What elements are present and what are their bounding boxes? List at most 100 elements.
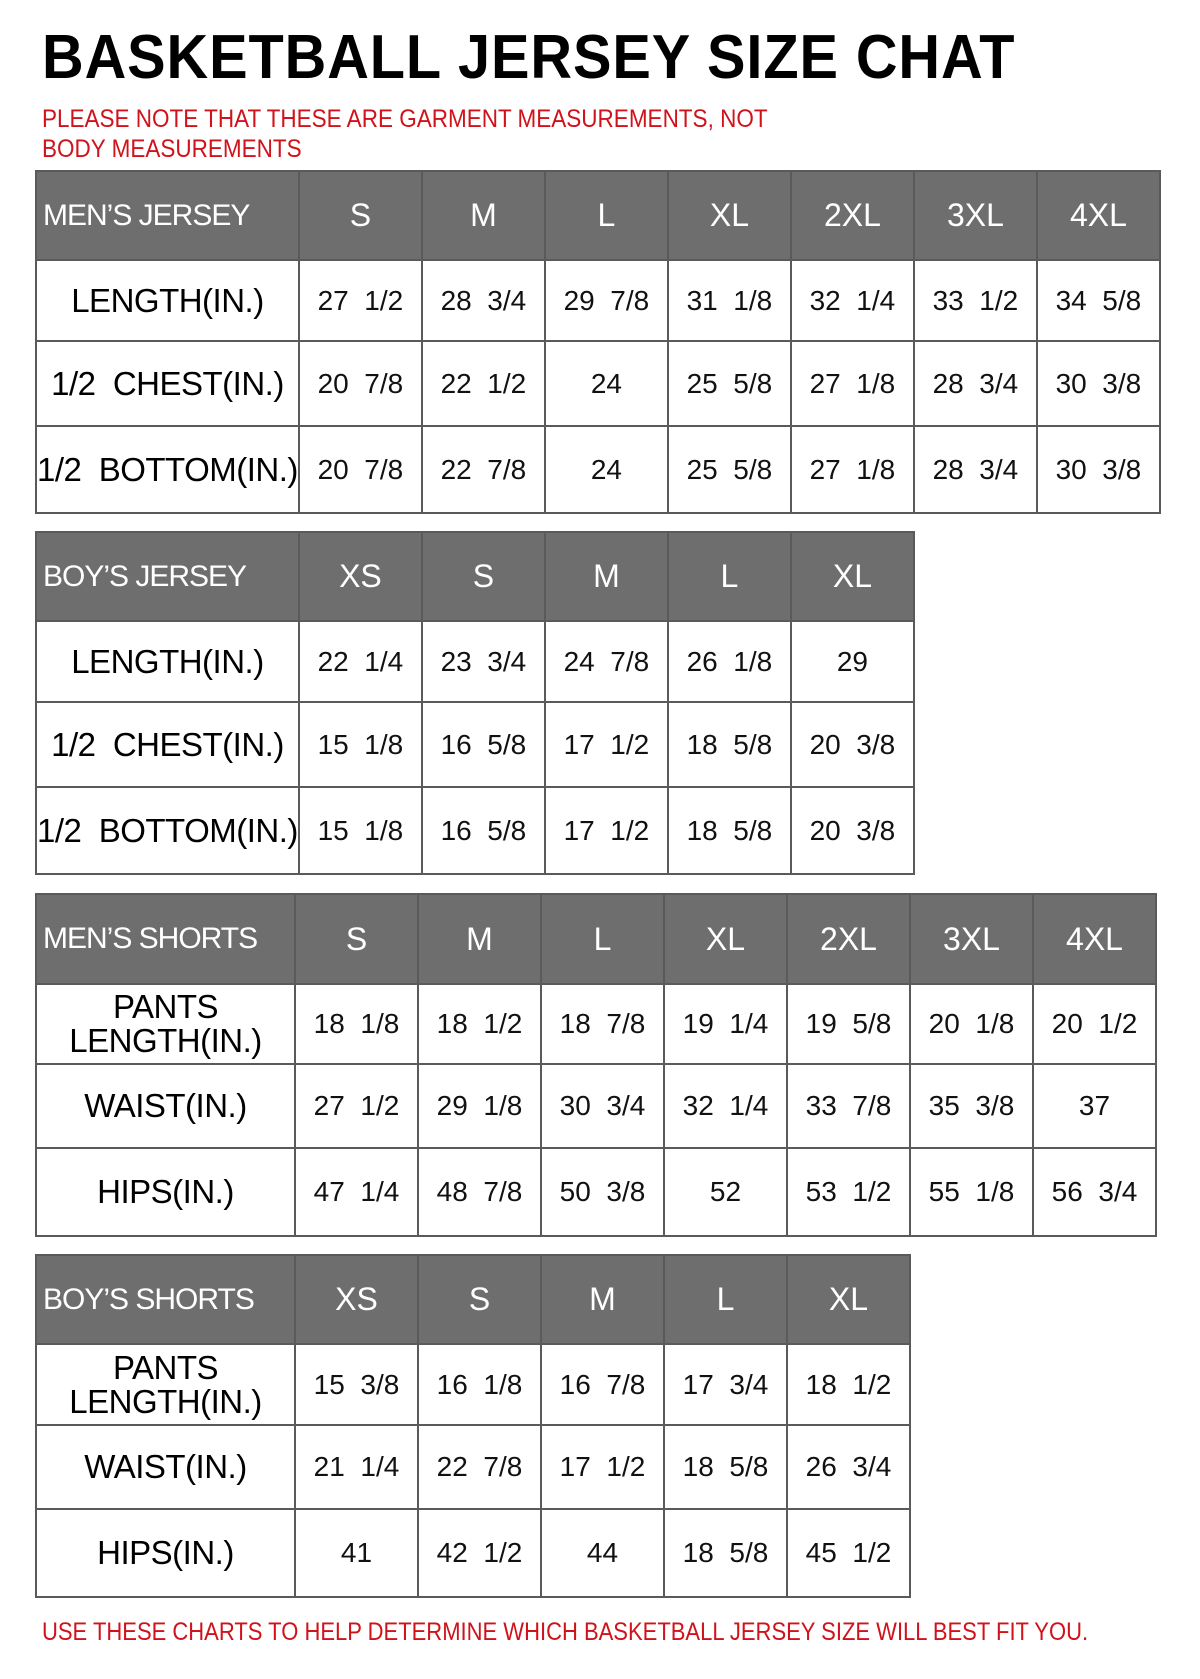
measurement-cell: 33 7/8	[786, 1063, 911, 1149]
measurement-cell: 19 1/4	[663, 983, 788, 1065]
measurement-cell: 52	[663, 1147, 788, 1237]
measurement-cell: 18 5/8	[663, 1508, 788, 1598]
measurement-cell: 31 1/8	[666, 259, 792, 342]
measurement-cell: 18 5/8	[666, 701, 792, 788]
garment-note: PLEASE NOTE THAT THESE ARE GARMENT MEASU…	[42, 105, 768, 163]
size-header: 4XL	[1035, 170, 1161, 261]
measurement-cell: 22 1/2	[420, 340, 546, 427]
size-header: 2XL	[786, 893, 911, 985]
measurement-cell: 32 1/4	[663, 1063, 788, 1149]
row-label: 1/2 CHEST(IN.)	[35, 701, 300, 788]
measurement-cell: 16 5/8	[420, 786, 546, 875]
table-title: MEN’S JERSEY	[35, 170, 300, 261]
measurement-cell: 48 7/8	[417, 1147, 542, 1237]
measurement-cell: 16 5/8	[420, 701, 546, 788]
table-title: BOY’S SHORTS	[35, 1254, 296, 1345]
measurement-cell: 47 1/4	[294, 1147, 419, 1237]
measurement-cell: 18 1/2	[786, 1343, 911, 1426]
measurement-cell: 45 1/2	[786, 1508, 911, 1598]
measurement-cell: 22 1/4	[297, 620, 423, 703]
size-header: S	[420, 531, 546, 622]
size-header: M	[540, 1254, 665, 1345]
row-label: 1/2 BOTTOM(IN.)	[35, 786, 300, 875]
measurement-cell: 20 1/8	[909, 983, 1034, 1065]
row-label: LENGTH(IN.)	[35, 259, 300, 342]
size-header: M	[420, 170, 546, 261]
measurement-cell: 20 7/8	[297, 425, 423, 514]
measurement-cell: 53 1/2	[786, 1147, 911, 1237]
measurement-cell: 18 1/8	[294, 983, 419, 1065]
row-label: HIPS(IN.)	[35, 1147, 296, 1237]
measurement-cell: 15 1/8	[297, 701, 423, 788]
row-label: PANTS LENGTH(IN.)	[35, 983, 296, 1065]
size-header: L	[543, 170, 669, 261]
page-title: BASKETBALL JERSEY SIZE CHAT	[42, 23, 1016, 92]
table-title: MEN’S SHORTS	[35, 893, 296, 985]
measurement-cell: 30 3/8	[1035, 340, 1161, 427]
measurement-cell: 18 7/8	[540, 983, 665, 1065]
size-table-boy-s-jersey: BOY’S JERSEY XS S M L XL LENGTH(IN.) 22 1/4 23 3…	[35, 531, 915, 875]
row-label: 1/2 CHEST(IN.)	[35, 340, 300, 427]
measurement-cell: 17 1/2	[543, 701, 669, 788]
measurement-cell: 33 1/2	[912, 259, 1038, 342]
size-header: L	[666, 531, 792, 622]
measurement-cell: 27 1/2	[294, 1063, 419, 1149]
measurement-cell: 17 1/2	[543, 786, 669, 875]
table-row: PANTS LENGTH(IN.) 18 1/8 18 1/2 18 7/8 19 1/…	[35, 983, 1157, 1065]
measurement-cell: 19 5/8	[786, 983, 911, 1065]
measurement-cell: 16 7/8	[540, 1343, 665, 1426]
header-row: MEN’S SHORTS S M L XL 2XL 3XL 4XL	[35, 893, 1157, 985]
measurement-cell: 29 1/8	[417, 1063, 542, 1149]
measurement-cell: 16 1/8	[417, 1343, 542, 1426]
size-header: 3XL	[909, 893, 1034, 985]
size-table-men-s-jersey: MEN’S JERSEY S M L XL 2XL 3XL 4XL LENGTH(IN.) 27 …	[35, 170, 1161, 514]
measurement-cell: 34 5/8	[1035, 259, 1161, 342]
measurement-cell: 56 3/4	[1032, 1147, 1157, 1237]
measurement-cell: 28 3/4	[420, 259, 546, 342]
measurement-cell: 15 3/8	[294, 1343, 419, 1426]
measurement-cell: 25 5/8	[666, 425, 792, 514]
table-row: WAIST(IN.) 21 1/4 22 7/8 17 1/2 18 5/8 26 3/4	[35, 1424, 911, 1510]
size-header: S	[294, 893, 419, 985]
row-label: WAIST(IN.)	[35, 1063, 296, 1149]
size-header: M	[417, 893, 542, 985]
measurement-cell: 29	[789, 620, 915, 703]
measurement-cell: 30 3/4	[540, 1063, 665, 1149]
table-row: HIPS(IN.) 41 42 1/2 44 18 5/8 45 1/2	[35, 1508, 911, 1598]
size-header: XS	[294, 1254, 419, 1345]
footer-note: USE THESE CHARTS TO HELP DETERMINE WHICH…	[42, 1618, 1089, 1646]
row-label: WAIST(IN.)	[35, 1424, 296, 1510]
header-row: BOY’S SHORTS XS S M L XL	[35, 1254, 911, 1345]
measurement-cell: 26 3/4	[786, 1424, 911, 1510]
measurement-cell: 20 1/2	[1032, 983, 1157, 1065]
row-label: 1/2 BOTTOM(IN.)	[35, 425, 300, 514]
measurement-cell: 30 3/8	[1035, 425, 1161, 514]
measurement-cell: 18 1/2	[417, 983, 542, 1065]
table-row: 1/2 CHEST(IN.) 20 7/8 22 1/2 24 25 5/8 27 1/8…	[35, 340, 1161, 427]
measurement-cell: 18 5/8	[663, 1424, 788, 1510]
measurement-cell: 15 1/8	[297, 786, 423, 875]
size-header: L	[540, 893, 665, 985]
measurement-cell: 18 5/8	[666, 786, 792, 875]
table-row: 1/2 BOTTOM(IN.) 15 1/8 16 5/8 17 1/2 18 5/8 2…	[35, 786, 915, 875]
size-header: XL	[789, 531, 915, 622]
measurement-cell: 21 1/4	[294, 1424, 419, 1510]
row-label: PANTS LENGTH(IN.)	[35, 1343, 296, 1426]
measurement-cell: 24 7/8	[543, 620, 669, 703]
measurement-cell: 27 1/8	[789, 425, 915, 514]
table-row: LENGTH(IN.) 27 1/2 28 3/4 29 7/8 31 1/8 32 1/…	[35, 259, 1161, 342]
measurement-cell: 50 3/8	[540, 1147, 665, 1237]
size-header: 4XL	[1032, 893, 1157, 985]
table-row: PANTS LENGTH(IN.) 15 3/8 16 1/8 16 7/8 17 3/…	[35, 1343, 911, 1426]
table-title: BOY’S JERSEY	[35, 531, 300, 622]
size-header: S	[417, 1254, 542, 1345]
measurement-cell: 29 7/8	[543, 259, 669, 342]
row-label: LENGTH(IN.)	[35, 620, 300, 703]
size-table-men-s-shorts: MEN’S SHORTS S M L XL 2XL 3XL 4XL PANTS LENGTH(I…	[35, 893, 1157, 1237]
size-header: XS	[297, 531, 423, 622]
measurement-cell: 55 1/8	[909, 1147, 1034, 1237]
table-row: WAIST(IN.) 27 1/2 29 1/8 30 3/4 32 1/4 33 7/8…	[35, 1063, 1157, 1149]
measurement-cell: 23 3/4	[420, 620, 546, 703]
measurement-cell: 24	[543, 425, 669, 514]
measurement-cell: 37	[1032, 1063, 1157, 1149]
